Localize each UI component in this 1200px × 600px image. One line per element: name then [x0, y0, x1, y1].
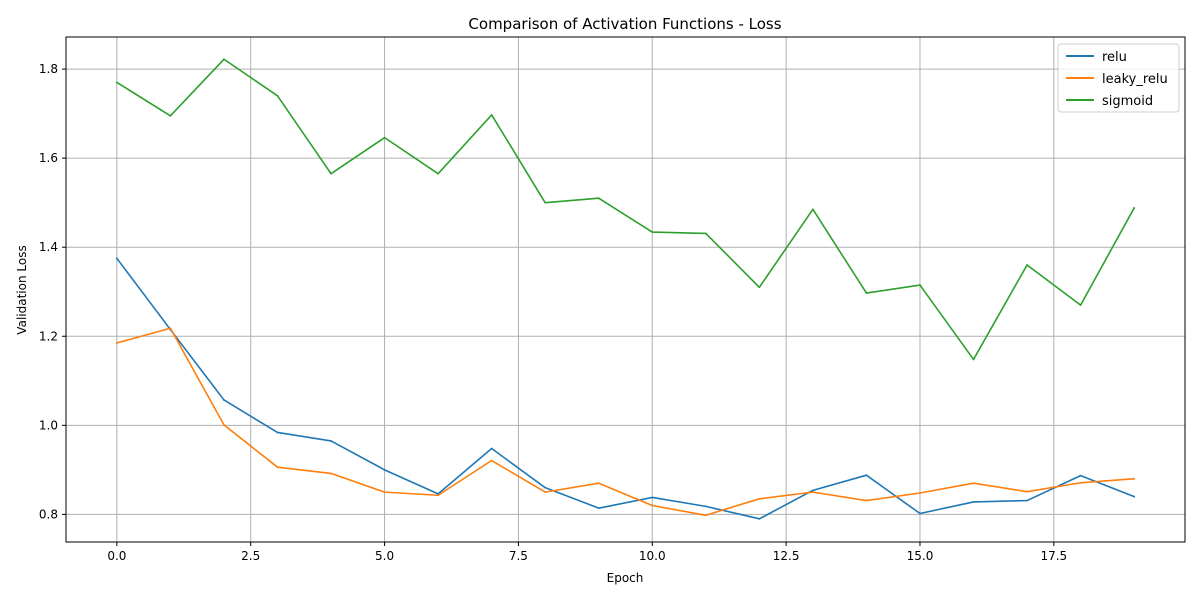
- data-point-sigmoid: [330, 172, 332, 175]
- legend-box: [1057, 43, 1180, 113]
- y-tick-label: 1.8: [39, 62, 58, 76]
- data-point-relu: [1026, 499, 1028, 502]
- data-point-relu: [972, 501, 975, 503]
- series-line-sigmoid: [115, 58, 1136, 361]
- data-point-leaky-relu: [544, 491, 547, 494]
- grid-lines: [66, 37, 1185, 542]
- data-point-sigmoid: [1026, 264, 1028, 266]
- data-point-leaky-relu: [758, 497, 761, 500]
- data-point-leaky-relu: [490, 459, 493, 462]
- data-point-sigmoid: [169, 114, 172, 117]
- data-point-leaky-relu: [597, 482, 600, 485]
- data-point-sigmoid: [919, 284, 921, 286]
- data-point-leaky-relu: [330, 472, 332, 475]
- data-point-leaky-relu: [704, 514, 707, 517]
- data-point-leaky-relu: [115, 342, 118, 344]
- data-point-leaky-relu: [437, 494, 440, 497]
- data-point-sigmoid: [865, 292, 868, 294]
- data-point-leaky-relu: [383, 491, 386, 494]
- data-point-relu: [490, 447, 493, 450]
- data-point-sigmoid: [597, 197, 600, 200]
- chart-title: Comparison of Activation Functions - Los…: [468, 15, 781, 33]
- x-tick-label: 5.0: [375, 549, 394, 563]
- legend-label-sigmoid: sigmoid: [1102, 94, 1153, 109]
- data-point-relu: [704, 505, 707, 508]
- data-point-relu: [1079, 474, 1082, 477]
- data-point-sigmoid: [704, 232, 707, 235]
- data-point-sigmoid: [811, 208, 814, 211]
- data-point-leaky-relu: [276, 466, 279, 469]
- data-point-leaky-relu: [223, 423, 225, 426]
- series-lines: [115, 58, 1136, 520]
- data-point-relu: [544, 486, 547, 489]
- data-point-sigmoid: [383, 136, 386, 139]
- data-point-sigmoid: [972, 358, 975, 361]
- data-point-relu: [811, 489, 814, 492]
- data-point-sigmoid: [1133, 207, 1136, 209]
- data-point-sigmoid: [115, 81, 118, 84]
- data-point-relu: [276, 431, 279, 434]
- data-point-relu: [223, 399, 225, 401]
- data-point-relu: [919, 512, 921, 515]
- x-tick-label: 12.5: [773, 549, 800, 563]
- data-point-leaky-relu: [919, 492, 921, 494]
- data-point-leaky-relu: [1133, 477, 1136, 480]
- data-point-sigmoid: [758, 286, 761, 289]
- data-point-relu: [597, 507, 600, 510]
- x-tick-label: 2.5: [241, 549, 260, 563]
- data-point-relu: [115, 257, 118, 260]
- data-point-sigmoid: [1079, 304, 1082, 306]
- y-tick-label: 0.8: [39, 507, 58, 521]
- x-tick-label: 10.0: [639, 549, 666, 563]
- data-point-sigmoid: [651, 231, 654, 233]
- data-point-sigmoid: [223, 58, 225, 61]
- data-point-sigmoid: [276, 94, 279, 97]
- data-point-relu: [1133, 495, 1136, 498]
- y-tick-label: 1.6: [39, 151, 58, 165]
- x-tick-label: 7.5: [509, 549, 528, 563]
- data-point-sigmoid: [437, 172, 440, 175]
- data-point-leaky-relu: [1026, 490, 1028, 493]
- series-line-relu: [115, 257, 1136, 520]
- data-point-relu: [865, 474, 868, 477]
- data-point-leaky-relu: [865, 499, 868, 502]
- data-point-sigmoid: [544, 201, 547, 204]
- data-point-relu: [383, 468, 386, 471]
- legend: relu leaky_relu sigmoid: [1057, 43, 1180, 113]
- x-tick-label: 15.0: [907, 549, 934, 563]
- y-axis-label: Validation Loss: [15, 245, 29, 334]
- data-point-leaky-relu: [169, 327, 172, 330]
- x-axis-label: Epoch: [607, 571, 644, 585]
- series-line-leaky-relu: [115, 327, 1135, 517]
- data-point-relu: [330, 440, 332, 442]
- y-tick-label: 1.4: [39, 240, 58, 254]
- data-point-relu: [651, 496, 654, 499]
- y-axis-ticks: 0.8 1.0 1.2 1.4 1.6 1.8: [39, 62, 66, 521]
- data-point-leaky-relu: [1079, 481, 1082, 484]
- data-point-sigmoid: [490, 114, 493, 116]
- plot-frame: [65, 36, 1186, 543]
- data-point-relu: [758, 517, 761, 520]
- legend-label-leaky-relu: leaky_relu: [1102, 72, 1168, 87]
- x-tick-label: 0.0: [107, 549, 126, 563]
- data-point-leaky-relu: [651, 504, 654, 507]
- legend-label-relu: relu: [1102, 50, 1127, 65]
- x-tick-label: 17.5: [1040, 549, 1067, 563]
- y-tick-label: 1.0: [39, 418, 58, 432]
- x-axis-ticks: 0.0 2.5 5.0 7.5 10.0 12.5 15.0 17.5: [107, 542, 1067, 563]
- y-tick-label: 1.2: [39, 329, 58, 343]
- data-point-leaky-relu: [972, 482, 975, 485]
- data-point-leaky-relu: [811, 491, 814, 494]
